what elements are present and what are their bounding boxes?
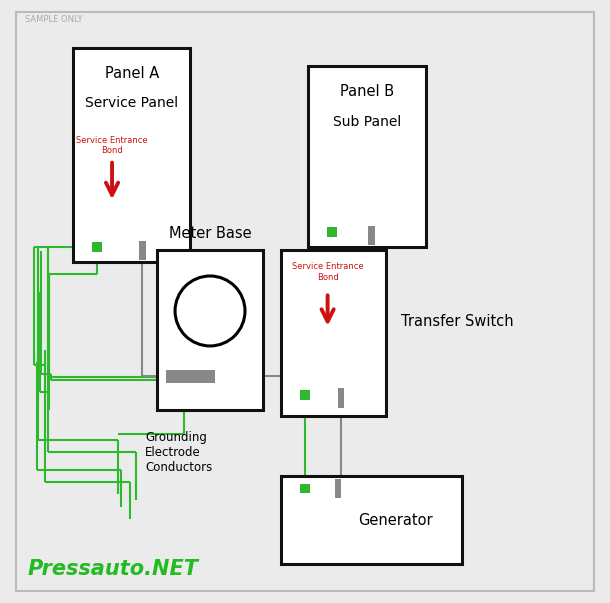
Text: Panel B: Panel B [340,84,394,99]
Text: Generator: Generator [358,513,432,528]
Text: Transfer Switch: Transfer Switch [401,314,514,329]
Bar [300,390,310,400]
Bar [281,476,462,564]
Text: Grounding
Electrode
Conductors: Grounding Electrode Conductors [145,431,212,474]
Text: SAMPLE ONLY: SAMPLE ONLY [24,15,82,24]
Bar [73,48,190,262]
Bar [335,479,342,498]
Bar [338,388,345,408]
Text: Meter Base: Meter Base [169,226,251,241]
Bar [328,227,337,237]
Bar [157,250,263,410]
Circle shape [175,276,245,346]
Text: Pressauto.NET: Pressauto.NET [27,559,199,579]
Bar [139,241,146,260]
Bar [368,226,375,245]
Bar [167,370,215,383]
Bar [300,484,310,493]
Text: Panel A: Panel A [104,66,159,81]
Bar [308,66,426,247]
Text: Service Entrance
Bond: Service Entrance Bond [76,136,148,155]
Text: Sub Panel: Sub Panel [332,115,401,128]
Text: Service Entrance
Bond: Service Entrance Bond [292,262,364,282]
Text: Service Panel: Service Panel [85,96,178,110]
Bar [281,250,386,416]
Bar [92,242,102,252]
